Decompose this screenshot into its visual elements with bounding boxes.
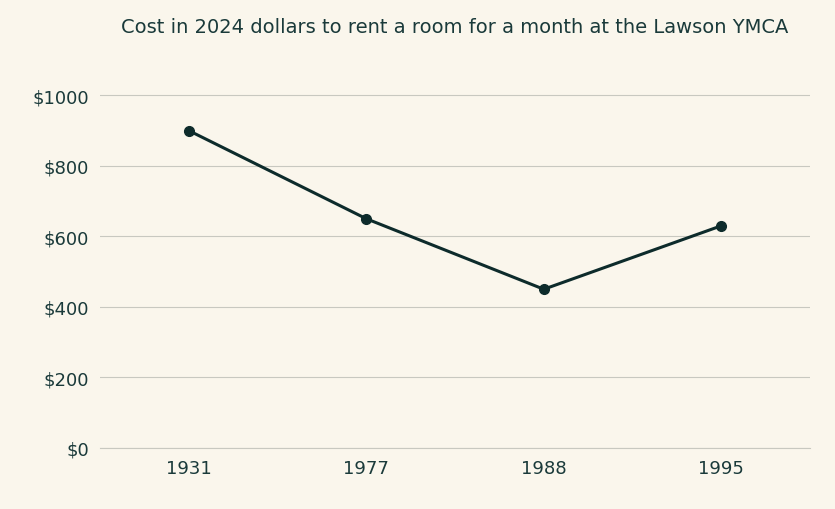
Title: Cost in 2024 dollars to rent a room for a month at the Lawson YMCA: Cost in 2024 dollars to rent a room for …	[121, 18, 789, 37]
